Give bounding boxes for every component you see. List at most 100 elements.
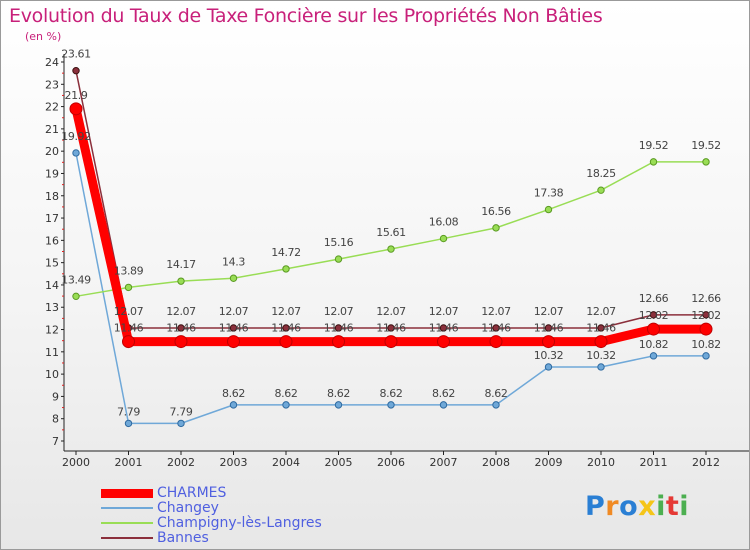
x-tick-label-2012: 2012 [692, 456, 720, 469]
data-label-changey-2000: 19.92 [61, 130, 91, 143]
proxiti-logo: Proxiti [585, 491, 689, 522]
x-tick-label-2002: 2002 [167, 456, 195, 469]
point-changey-2008 [492, 401, 500, 409]
x-tick-label-2010: 2010 [587, 456, 615, 469]
data-label-charmes-2011: 12.02 [639, 309, 669, 322]
series-line-changey [75, 152, 707, 425]
point-charmes-2001 [122, 335, 135, 349]
y-tick-label-16: 16 [45, 234, 59, 247]
x-tick-label-2005: 2005 [325, 456, 353, 469]
point-charmes-2005 [332, 335, 345, 349]
legend-item-changey: Changey [101, 500, 361, 516]
point-changey-2011 [649, 352, 658, 360]
legend-item-bannes: Bannes [101, 530, 361, 546]
legend-swatch [101, 507, 153, 509]
point-champigny-l-s-langres-2003 [229, 274, 238, 282]
logo-letter: x [638, 491, 657, 522]
point-champigny-l-s-langres-2005 [334, 255, 343, 263]
point-charmes-2012 [699, 322, 713, 336]
y-tick-label-11: 11 [45, 346, 59, 359]
data-label-changey-2002: 7.79 [170, 405, 193, 418]
point-charmes-2000 [69, 102, 83, 116]
point-changey-2004 [282, 401, 290, 409]
data-label-charmes-2006: 11.46 [376, 322, 406, 335]
y-tick-label-24: 24 [45, 56, 59, 69]
data-label-changey-2004: 8.62 [275, 387, 298, 400]
y-tick-label-22: 22 [45, 101, 59, 114]
y-tick-label-19: 19 [45, 167, 59, 180]
y-tick-label-8: 8 [52, 413, 59, 426]
y-tick-label-14: 14 [45, 279, 59, 292]
legend-label: CHARMES [157, 485, 227, 501]
data-label-changey-2012: 10.82 [691, 338, 721, 351]
data-label-champigny-l-s-langres-2004: 14.72 [271, 246, 301, 259]
point-changey-2006 [387, 401, 395, 409]
series-line-bannes [75, 69, 707, 329]
data-label-bannes-2006: 12.07 [376, 305, 406, 318]
point-bannes-2012 [702, 311, 710, 319]
data-label-champigny-l-s-langres-2006: 15.61 [376, 226, 406, 239]
data-label-champigny-l-s-langres-2008: 16.56 [481, 205, 511, 218]
point-bannes-2002 [177, 324, 185, 332]
legend-label: Changey [157, 500, 219, 516]
data-label-charmes-2007: 11.46 [429, 322, 459, 335]
logo-letter: r [605, 491, 620, 522]
data-label-champigny-l-s-langres-2005: 15.16 [324, 236, 354, 249]
data-label-bannes-2007: 12.07 [429, 305, 459, 318]
data-label-charmes-2010: 11.46 [586, 322, 616, 335]
data-label-charmes-2012: 12.02 [691, 309, 721, 322]
point-champigny-l-s-langres-2008 [492, 224, 500, 232]
data-label-charmes-2005: 11.46 [324, 322, 354, 335]
legend-swatch [101, 488, 153, 498]
data-label-bannes-2003: 12.07 [219, 305, 249, 318]
data-label-champigny-l-s-langres-2001: 13.89 [114, 264, 144, 277]
data-label-bannes-2000: 23.61 [61, 48, 91, 61]
y-tick-label-23: 23 [45, 78, 59, 91]
legend-label: Bannes [157, 530, 209, 546]
data-label-charmes-2009: 11.46 [534, 322, 564, 335]
point-charmes-2007 [437, 335, 450, 349]
legend-swatch [101, 537, 153, 539]
chart-title: Evolution du Taux de Taxe Foncière sur l… [9, 5, 603, 27]
point-champigny-l-s-langres-2011 [649, 158, 658, 166]
data-label-changey-2006: 8.62 [380, 387, 403, 400]
point-charmes-2004 [279, 335, 293, 349]
x-tick-label-2003: 2003 [220, 456, 248, 469]
point-champigny-l-s-langres-2009 [544, 205, 553, 214]
point-bannes-2003 [229, 324, 238, 332]
logo-letter: o [619, 491, 639, 522]
y-tick-label-13: 13 [45, 301, 59, 314]
y-tick-label-9: 9 [52, 390, 59, 403]
data-label-changey-2008: 8.62 [485, 387, 508, 400]
data-label-bannes-2009: 12.07 [534, 305, 564, 318]
data-label-bannes-2002: 12.07 [166, 305, 196, 318]
data-label-changey-2011: 10.82 [639, 338, 669, 351]
data-label-changey-2001: 7.79 [117, 405, 140, 418]
data-label-bannes-2010: 12.07 [586, 305, 616, 318]
x-tick-label-2008: 2008 [482, 456, 510, 469]
x-tick-label-2006: 2006 [377, 456, 405, 469]
point-charmes-2010 [594, 335, 608, 349]
data-label-champigny-l-s-langres-2010: 18.25 [586, 167, 616, 180]
data-label-changey-2009: 10.32 [534, 349, 564, 362]
data-label-champigny-l-s-langres-2002: 14.17 [166, 258, 196, 271]
point-charmes-2006 [384, 335, 398, 349]
x-tick-label-2004: 2004 [272, 456, 300, 469]
data-label-champigny-l-s-langres-2012: 19.52 [691, 139, 721, 152]
point-bannes-2011 [649, 311, 658, 319]
unit-label: (en %) [25, 30, 62, 43]
y-tick-label-7: 7 [52, 435, 59, 448]
x-tick-label-2007: 2007 [430, 456, 458, 469]
point-champigny-l-s-langres-2004 [282, 265, 290, 273]
point-changey-2010 [597, 363, 605, 371]
logo-letter: i [656, 491, 666, 522]
x-tick-label-2000: 2000 [62, 456, 90, 469]
data-label-bannes-2011: 12.66 [639, 292, 669, 305]
data-label-bannes-2005: 12.07 [324, 305, 354, 318]
point-charmes-2011 [647, 322, 660, 336]
x-tick-label-2011: 2011 [640, 456, 668, 469]
y-tick-label-10: 10 [45, 368, 59, 381]
data-label-bannes-2001: 12.07 [114, 305, 144, 318]
point-changey-2012 [702, 352, 710, 360]
